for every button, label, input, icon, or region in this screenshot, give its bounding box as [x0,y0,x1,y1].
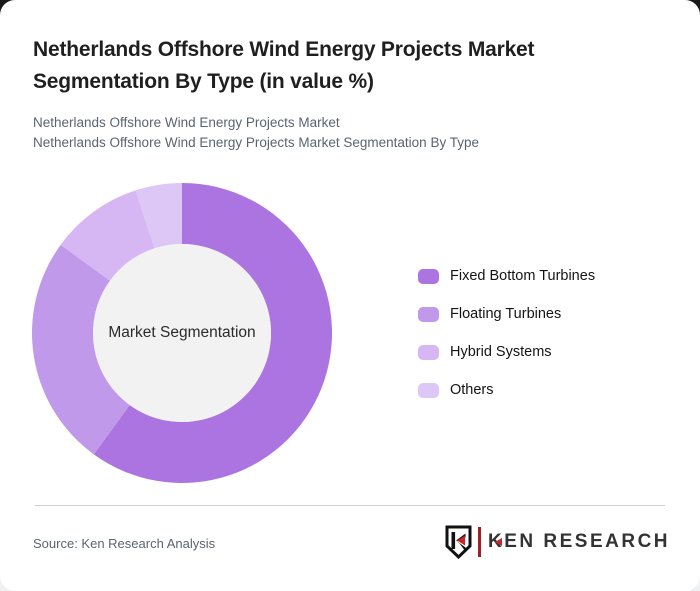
logo-text: KEN RESEARCH [488,531,671,552]
legend-swatch-icon [418,306,439,322]
page-title: Netherlands Offshore Wind Energy Project… [33,38,535,93]
subtitle-block: Netherlands Offshore Wind Energy Project… [33,113,479,153]
legend-swatch-icon [418,382,439,398]
source-text: Source: Ken Research Analysis [33,536,216,551]
legend-label: Hybrid Systems [450,344,552,360]
donut-svg [32,183,332,483]
legend-item-floating-turbines: Floating Turbines [418,306,595,322]
legend-label: Others [450,382,494,398]
ken-shield-icon [445,525,472,559]
donut-chart: Market Segmentation [32,183,332,483]
legend-item-fixed-bottom-turbines: Fixed Bottom Turbines [418,268,595,284]
logo-k-triangle-icon [495,538,502,546]
legend-item-others: Others [418,382,595,398]
donut-slice-0 [93,183,332,483]
legend-swatch-icon [418,268,439,284]
subtitle-line-1: Netherlands Offshore Wind Energy Project… [33,115,340,130]
donut-center-circle [93,244,271,422]
donut-slice-1 [32,244,130,455]
donut-slice-2 [60,190,155,281]
legend-label: Floating Turbines [450,306,562,322]
chart-legend: Fixed Bottom Turbines Floating Turbines … [418,268,595,420]
subtitle-line-2: Netherlands Offshore Wind Energy Project… [33,135,479,150]
footer-divider [35,505,665,506]
ken-research-logo: KEN RESEARCH [445,524,670,560]
logo-separator [478,527,481,557]
legend-label: Fixed Bottom Turbines [450,268,596,284]
donut-slice-3 [135,183,182,249]
legend-item-hybrid-systems: Hybrid Systems [418,344,595,360]
legend-swatch-icon [418,344,439,360]
